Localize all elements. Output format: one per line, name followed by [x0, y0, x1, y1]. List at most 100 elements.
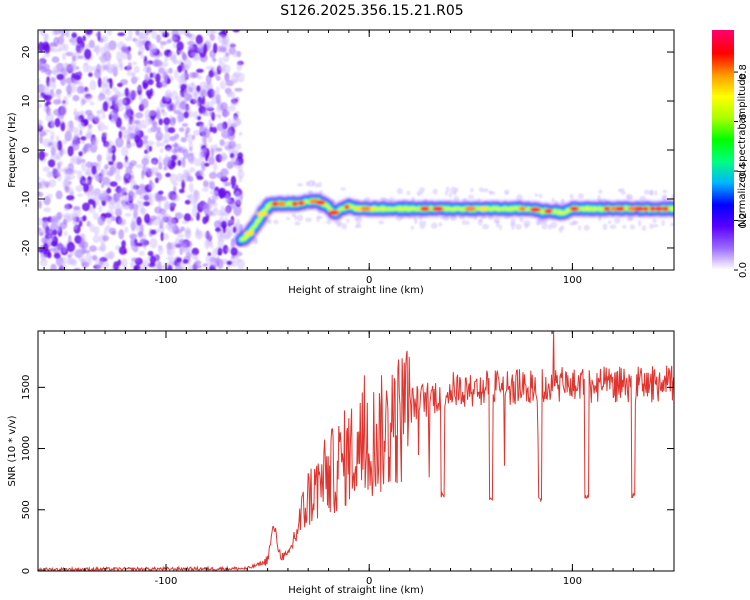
spectrogram-noise-blob	[102, 101, 109, 112]
colorbar-step	[712, 100, 734, 103]
spectrogram-noise-blob	[223, 206, 231, 217]
spectrogram-noise-blob	[85, 43, 94, 49]
spectrogram-noise-blob	[141, 166, 149, 172]
chart-title: S126.2025.356.15.21.R05	[280, 3, 463, 19]
spectrogram-noise-blob	[150, 166, 159, 174]
colorbar-step	[712, 222, 734, 225]
spectrogram-noise-blob	[156, 106, 162, 113]
spectrogram-xtick-label: -100	[155, 275, 178, 286]
spectrogram-speckle	[598, 189, 603, 194]
spectrogram-noise-blob	[176, 257, 182, 263]
spectrogram-noise-blob	[91, 254, 98, 261]
colorbar-step	[712, 30, 734, 33]
spectrogram-noise-blob	[108, 161, 114, 166]
spectrogram-noise-blob	[211, 126, 218, 134]
colorbar-step	[712, 92, 734, 95]
spectrogram-noise-blob	[117, 217, 127, 226]
spectrogram-speckle	[620, 190, 626, 196]
spectrogram-speckle	[523, 220, 531, 227]
colorbar-step	[712, 66, 734, 69]
colorbar-ticks: 0.0 0.2 0.4 0.6 0.8	[734, 64, 749, 278]
spectrogram-noise-blob	[38, 217, 43, 226]
spectrogram-ytick-label: -10	[21, 191, 32, 207]
colorbar-step	[712, 98, 734, 101]
spectrogram-noise-blob	[177, 159, 182, 167]
spectrogram-noise-blob	[56, 154, 60, 159]
spectrogram-noise-blob	[213, 259, 217, 269]
spectrogram-noise-blob	[218, 57, 223, 64]
colorbar-tick-label: 0.0	[738, 262, 749, 278]
colorbar-step	[712, 230, 734, 233]
spectrogram-noise-blob	[168, 67, 173, 74]
spectrogram-ridge-hotspot	[291, 201, 298, 207]
spectrogram-noise-blob	[106, 187, 112, 194]
spectrogram-ridge-hotspot	[277, 201, 287, 207]
spectrogram-noise-blob	[230, 247, 238, 256]
spectrogram-noise-blob	[41, 63, 50, 72]
spectrogram-noise-blob	[97, 95, 103, 102]
colorbar-step	[712, 78, 734, 81]
spectrogram-noise-blob	[195, 227, 199, 235]
snr-xtick-label: 0	[366, 576, 372, 587]
spectrogram-noise-blob	[98, 205, 103, 213]
spectrogram-noise-blob	[62, 139, 68, 145]
spectrogram-noise-blob	[228, 140, 237, 150]
spectrogram-noise-blob	[223, 35, 230, 46]
spectrogram-noise-blob	[47, 179, 57, 188]
spectrogram-noise-blob	[178, 188, 185, 194]
spectrogram-ridge-hotspot	[271, 201, 280, 207]
spectrogram-noise-blob	[108, 40, 117, 51]
spectrogram-noise-blob	[177, 147, 181, 153]
spectrogram-speckle	[583, 224, 590, 231]
colorbar-step	[712, 256, 734, 259]
spectrogram-speckle	[519, 217, 524, 223]
colorbar-step	[712, 236, 734, 239]
spectrogram-noise-blob	[212, 162, 218, 171]
colorbar-step	[712, 52, 734, 55]
colorbar-step	[712, 188, 734, 191]
spectrogram-noise-blob	[147, 140, 155, 146]
spectrogram-noise-blob	[101, 199, 107, 207]
spectrogram-noise-blob	[38, 78, 41, 84]
snr-ytick-label: 500	[21, 500, 32, 519]
spectrogram-noise-blob	[201, 187, 209, 192]
spectrogram-speckle	[317, 181, 323, 188]
spectrogram-noise-blob	[144, 213, 151, 224]
spectrogram-noise-blob	[150, 215, 157, 221]
spectrogram-ridge-hotspot	[518, 206, 526, 212]
spectrogram-noise-blob	[131, 72, 136, 80]
spectrogram-noise-blob	[117, 82, 123, 88]
spectrogram-ridge-hotspot	[662, 206, 669, 212]
spectrogram-noise-blob	[89, 223, 95, 233]
spectrogram-noise-blob	[73, 74, 82, 81]
spectrogram-noise-blob	[171, 143, 179, 148]
spectrogram-noise-blob	[212, 191, 220, 201]
spectrogram-speckle	[641, 225, 647, 231]
spectrogram-noise-blob	[171, 160, 177, 168]
colorbar-gradient	[712, 30, 734, 271]
spectrogram-noise-blob	[163, 132, 171, 143]
colorbar-step	[712, 258, 734, 261]
spectrogram-noise-blob	[136, 216, 142, 226]
spectrogram-speckle	[499, 224, 502, 231]
spectrogram-noise-blob	[236, 218, 240, 226]
spectrogram-noise-blob	[212, 42, 218, 54]
colorbar-step	[712, 156, 734, 159]
spectrogram-speckle	[643, 189, 650, 195]
spectrogram-noise-blob	[163, 117, 171, 126]
spectrogram-noise-blob	[237, 165, 243, 172]
spectrogram-speckle	[305, 217, 312, 223]
colorbar-step	[712, 64, 734, 67]
colorbar-step	[712, 226, 734, 229]
spectrogram-noise-blob	[108, 227, 117, 235]
spectrogram-noise-blob	[99, 243, 107, 252]
spectrogram-noise-blob	[173, 109, 181, 115]
spectrogram-speckle	[515, 223, 522, 230]
spectrogram-noise-blob	[215, 147, 223, 152]
spectrogram-noise-blob	[130, 180, 138, 191]
spectrogram-noise-blob	[126, 52, 132, 61]
colorbar-step	[712, 186, 734, 189]
spectrogram-noise-blob	[60, 104, 67, 116]
spectrogram-ridge-hotspot	[654, 206, 664, 212]
spectrogram-noise-blob	[77, 118, 82, 123]
